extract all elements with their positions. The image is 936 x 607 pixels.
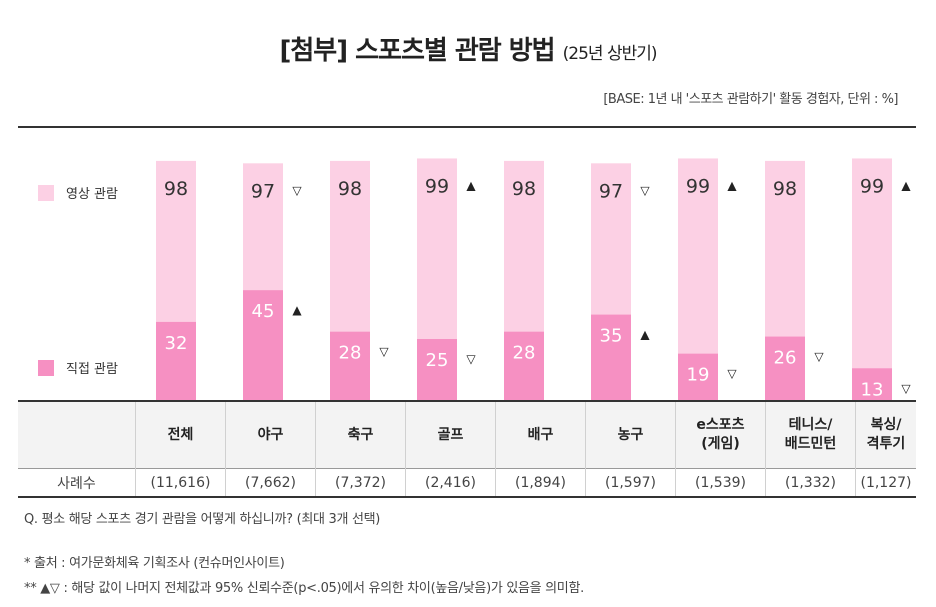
bar-direct (591, 314, 631, 400)
legend-direct-label: 직접 관람 (66, 362, 118, 377)
significance-down-icon: ▽ (727, 367, 737, 381)
bar-direct (765, 336, 805, 400)
bar-direct (504, 331, 544, 400)
category-cell: 배구 (495, 400, 586, 469)
page-title: [첨부] 스포츠별 관람 방법 (25년 상반기) (0, 30, 936, 67)
value-label-video: 97 (251, 180, 275, 202)
bar-direct (156, 321, 196, 400)
bar-direct (852, 368, 892, 400)
significance-note: ** ▲▽ : 해당 값이 나머지 전체값과 95% 신뢰수준(p<.05)에서… (24, 581, 584, 596)
significance-down-icon: ▽ (814, 350, 824, 364)
value-label-video: 99 (425, 175, 449, 197)
value-label-video: 97 (599, 180, 623, 202)
value-label-video: 98 (338, 178, 362, 200)
significance-down-icon: ▽ (466, 352, 476, 366)
sample-cell: (1,539) (675, 468, 766, 498)
category-cell: 테니스/ 배드민턴 (765, 400, 856, 469)
category-cell: 전체 (135, 400, 226, 469)
sample-cell: (11,616) (135, 468, 226, 498)
value-label-direct: 25 (426, 350, 449, 371)
significance-up-icon: ▲ (640, 328, 650, 342)
category-row: 전체 야구 축구 골프 배구 농구 e스포츠 (게임) 테니스/ 배드민턴 복싱… (18, 400, 916, 469)
base-note: [BASE: 1년 내 '스포츠 관람하기' 활동 경험자, 단위 : %] (603, 92, 898, 107)
significance-down-icon: ▽ (379, 345, 389, 359)
value-label-video: 98 (512, 178, 536, 200)
value-label-direct: 28 (339, 343, 362, 364)
category-cell: 축구 (315, 400, 406, 469)
category-cell: 농구 (585, 400, 676, 469)
survey-question: Q. 평소 해당 스포츠 경기 관람을 어떻게 하십니까? (최대 3개 선택) (24, 512, 381, 527)
legend-direct: 직접 관람 (38, 358, 118, 377)
sample-row: 사례수 (11,616) (7,662) (7,372) (2,416) (1,… (18, 468, 916, 498)
value-label-direct: 35 (600, 326, 623, 347)
significance-down-icon: ▽ (292, 183, 302, 197)
sample-cell: (1,894) (495, 468, 586, 498)
sample-label: 사례수 (18, 468, 136, 498)
sample-cell: (7,662) (225, 468, 316, 498)
category-cell: 복싱/ 격투기 (855, 400, 916, 469)
category-corner (18, 400, 136, 469)
bar-direct (417, 339, 457, 400)
significance-up-icon: ▲ (466, 178, 476, 192)
legend-video-swatch (38, 184, 54, 201)
bar-direct (330, 331, 370, 400)
value-label-direct: 45 (252, 301, 275, 322)
value-label-direct: 26 (774, 348, 797, 369)
legend-video-label: 영상 관람 (66, 187, 118, 202)
value-label-direct: 13 (861, 379, 884, 400)
value-label-video: 99 (860, 175, 884, 197)
significance-down-icon: ▽ (640, 183, 650, 197)
value-label-direct: 19 (687, 365, 710, 386)
value-label-direct: 32 (165, 333, 188, 354)
category-cell: 골프 (405, 400, 496, 469)
value-label-video: 98 (164, 178, 188, 200)
significance-up-icon: ▲ (292, 303, 302, 317)
value-label-video: 98 (773, 178, 797, 200)
title-suffix: (25년 상반기) (562, 44, 658, 64)
sample-cell: (7,372) (315, 468, 406, 498)
bar-video (852, 158, 892, 400)
top-divider (18, 126, 916, 128)
source-note: * 출처 : 여가문화체육 기획조사 (컨슈머인사이트) (24, 556, 285, 571)
legend-video: 영상 관람 (38, 183, 118, 202)
title-main: [첨부] 스포츠별 관람 방법 (279, 36, 555, 66)
category-cell: 야구 (225, 400, 316, 469)
value-label-direct: 28 (513, 343, 536, 364)
legend-direct-swatch (38, 359, 54, 376)
significance-up-icon: ▲ (901, 178, 911, 192)
significance-up-icon: ▲ (727, 178, 737, 192)
bar-direct (243, 290, 283, 400)
sample-cell: (1,127) (855, 468, 916, 498)
sample-cell: (1,332) (765, 468, 856, 498)
significance-down-icon: ▽ (901, 381, 911, 395)
sample-cell: (1,597) (585, 468, 676, 498)
value-label-video: 99 (686, 175, 710, 197)
sample-cell: (2,416) (405, 468, 496, 498)
category-table: 전체 야구 축구 골프 배구 농구 e스포츠 (게임) 테니스/ 배드민턴 복싱… (18, 400, 916, 498)
bar-direct (678, 353, 718, 400)
category-cell: e스포츠 (게임) (675, 400, 766, 469)
